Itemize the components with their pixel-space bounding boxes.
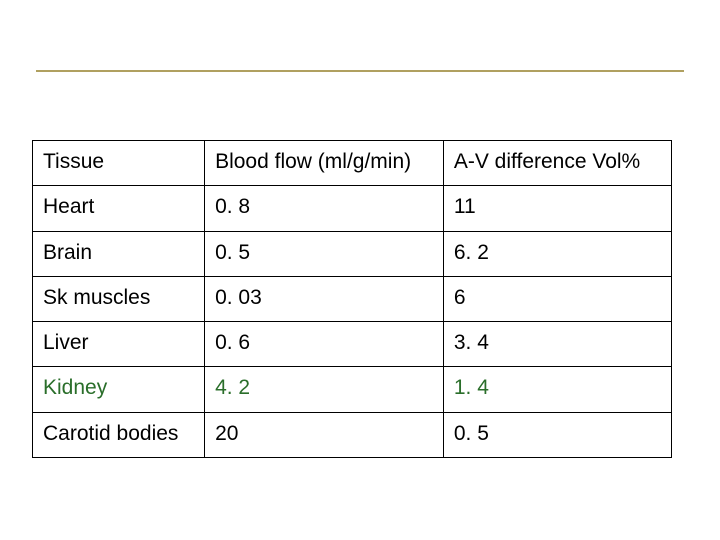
- cell-tissue: Brain: [33, 231, 205, 276]
- cell-av-diff: 6. 2: [443, 231, 671, 276]
- table-row: Liver 0. 6 3. 4: [33, 322, 672, 367]
- cell-blood-flow: 20: [205, 412, 444, 457]
- cell-tissue: Heart: [33, 186, 205, 231]
- cell-blood-flow: 4. 2: [205, 367, 444, 412]
- cell-tissue: Kidney: [33, 367, 205, 412]
- table-row: Brain 0. 5 6. 2: [33, 231, 672, 276]
- cell-tissue: Carotid bodies: [33, 412, 205, 457]
- table-container: Tissue Blood flow (ml/g/min) A-V differe…: [32, 140, 688, 458]
- col-header-blood-flow: Blood flow (ml/g/min): [205, 141, 444, 186]
- col-header-tissue: Tissue: [33, 141, 205, 186]
- cell-av-diff: 11: [443, 186, 671, 231]
- cell-blood-flow: 0. 5: [205, 231, 444, 276]
- tissue-blood-flow-table: Tissue Blood flow (ml/g/min) A-V differe…: [32, 140, 672, 458]
- cell-av-diff: 3. 4: [443, 322, 671, 367]
- col-header-av-diff: A-V difference Vol%: [443, 141, 671, 186]
- cell-tissue: Sk muscles: [33, 276, 205, 321]
- decorative-rule: [36, 20, 684, 72]
- cell-blood-flow: 0. 03: [205, 276, 444, 321]
- table-row: Carotid bodies 20 0. 5: [33, 412, 672, 457]
- cell-blood-flow: 0. 8: [205, 186, 444, 231]
- cell-av-diff: 0. 5: [443, 412, 671, 457]
- table-row: Kidney 4. 2 1. 4: [33, 367, 672, 412]
- table-header-row: Tissue Blood flow (ml/g/min) A-V differe…: [33, 141, 672, 186]
- table-row: Sk muscles 0. 03 6: [33, 276, 672, 321]
- table-row: Heart 0. 8 11: [33, 186, 672, 231]
- cell-av-diff: 6: [443, 276, 671, 321]
- cell-tissue: Liver: [33, 322, 205, 367]
- cell-blood-flow: 0. 6: [205, 322, 444, 367]
- cell-av-diff: 1. 4: [443, 367, 671, 412]
